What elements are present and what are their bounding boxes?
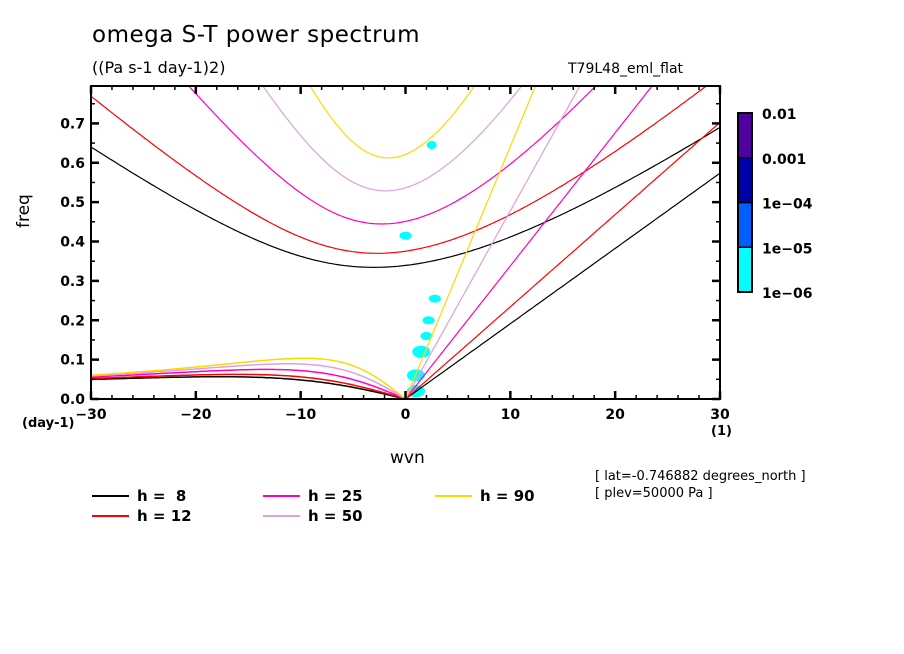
dispersion-curves-layer: [91, 86, 720, 399]
kelvin-curve-h8: [405, 172, 720, 399]
contour-patch: [426, 141, 437, 150]
latitude-annotation: [ lat=-0.746882 degrees_north ]: [595, 469, 806, 484]
y-tick-label: 0.1: [60, 353, 85, 369]
x-tick-label: 30: [710, 407, 730, 423]
axes-layer: −30 −20 −10 0 10 20 30 0.0 0.1 0.2 0.3 0.4 0.5 0.6 0.7: [60, 85, 730, 423]
inertia-gravity-curve-h8: [91, 126, 720, 269]
plot-frame: [90, 85, 721, 400]
contour-fill-layer: [399, 141, 441, 398]
inertia-gravity-curve-h25: [188, 86, 597, 225]
legend-label: h = 12: [137, 507, 192, 525]
contour-patch: [422, 316, 435, 325]
colorbar-label: 1e−05: [762, 241, 812, 257]
x-tick-label: 0: [401, 407, 411, 423]
colorbar-segment: [737, 112, 753, 159]
legend-label: h = 50: [308, 507, 363, 525]
run-label: T79L48_eml_flat: [568, 61, 684, 77]
contour-patch: [420, 332, 433, 341]
colorbar-segment: [737, 246, 753, 293]
chart-subtitle-units: ((Pa s-1 day-1)2): [92, 58, 226, 77]
kelvin-curve-h90: [404, 86, 537, 399]
contour-patch: [412, 345, 431, 358]
kelvin-curve-h50: [404, 86, 581, 399]
kelvin-curve-h12: [405, 121, 720, 399]
pressure-level-annotation: [ plev=50000 Pa ]: [595, 486, 713, 501]
legend-label: h = 90: [480, 487, 535, 505]
y-tick-label: 0.2: [60, 313, 85, 329]
chart-title: omega S-T power spectrum: [92, 22, 421, 48]
colorbar-label: 1e−06: [762, 286, 812, 302]
x-tick-label: −10: [285, 407, 316, 423]
y-tick-label: 0.6: [60, 156, 85, 172]
colorbar-frame: [737, 112, 753, 293]
colorbar-label: 0.001: [762, 152, 806, 168]
rossby-curve-h90: [91, 357, 406, 399]
x-tick-label: 20: [605, 407, 625, 423]
contour-patch: [428, 294, 441, 303]
colorbar-label: 1e−04: [762, 197, 813, 213]
y-tick-label: 0.0: [60, 392, 85, 408]
y-tick-label: 0.7: [60, 116, 85, 132]
rossby-curve-h50: [91, 363, 406, 399]
rossby-curve-h8: [91, 375, 406, 399]
x-axis-units: (1): [711, 424, 732, 439]
y-tick-label: 0.3: [60, 274, 85, 290]
kelvin-curve-h25: [405, 86, 653, 399]
inertia-gravity-curve-h50: [262, 86, 523, 192]
x-tick-label: −30: [75, 407, 106, 423]
colorbar-segment: [737, 201, 753, 248]
colorbar-segment: [737, 157, 753, 204]
y-tick-label: 0.5: [60, 195, 85, 211]
rossby-curve-h25: [91, 368, 406, 399]
x-tick-label: −20: [180, 407, 211, 423]
y-tick-label: 0.4: [60, 235, 85, 251]
legend-label: h = 8: [137, 487, 186, 505]
inertia-gravity-curve-h90: [309, 86, 476, 159]
legend-label: h = 25: [308, 487, 363, 505]
colorbar-label: 0.01: [762, 107, 797, 123]
rossby-curve-h12: [91, 373, 406, 399]
colorbar: 1e−06 1e−05 1e−04 0.001 0.01: [737, 107, 813, 302]
legend: h = 8 h = 12 h = 25 h = 50 h = 90: [92, 487, 535, 525]
y-axis-units: (day-1): [22, 416, 75, 431]
x-tick-label: 10: [501, 407, 521, 423]
inertia-gravity-curve-h12: [91, 86, 708, 254]
contour-patch: [399, 231, 412, 240]
x-axis-label: wvn: [390, 448, 425, 468]
